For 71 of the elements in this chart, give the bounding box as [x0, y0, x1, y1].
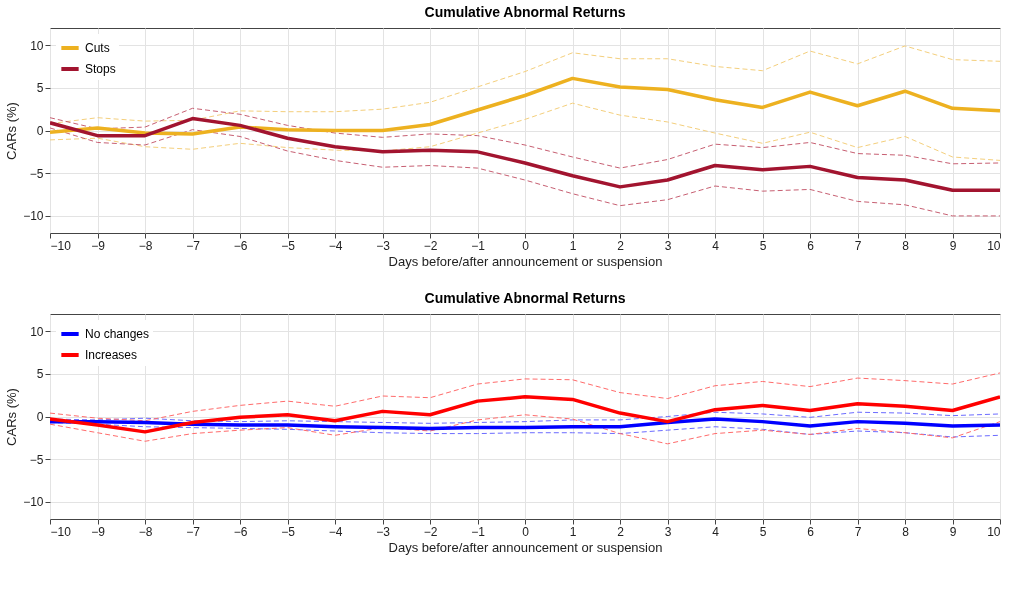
x-tick-label: −6: [233, 238, 248, 253]
y-tick-label: −10: [23, 495, 44, 510]
line-series: [50, 417, 1000, 431]
chart-title: Cumulative Abnormal Returns: [424, 4, 626, 20]
x-tick-label: 7: [854, 524, 862, 539]
x-tick-label: −7: [186, 524, 201, 539]
x-tick-label: 5: [759, 238, 767, 253]
line-series: [50, 414, 1000, 445]
x-tick-label: −3: [376, 238, 391, 253]
x-tick-label: 4: [712, 238, 720, 253]
y-axis-title: CARs (%): [4, 388, 20, 446]
legend-label: Stops: [85, 62, 116, 76]
x-tick-label: 1: [569, 524, 577, 539]
line-series: [50, 127, 1000, 217]
x-tick-label: −4: [328, 238, 343, 253]
x-tick-label: 9: [949, 524, 957, 539]
line-series: [50, 107, 1000, 169]
x-axis-title: Days before/after announcement or suspension: [388, 539, 663, 555]
chart-title: Cumulative Abnormal Returns: [424, 290, 626, 306]
x-tick-label: 2: [617, 524, 625, 539]
x-tick-label: 6: [807, 524, 815, 539]
y-tick-label: 5: [36, 367, 44, 382]
x-tick-label: −7: [186, 238, 201, 253]
legend-label: Increases: [85, 348, 138, 362]
line-series: [50, 76, 1000, 136]
legend-label: No changes: [85, 327, 150, 341]
x-tick-label: −8: [138, 524, 153, 539]
y-tick-label: −10: [23, 209, 44, 224]
line-series: [50, 116, 1000, 193]
x-tick-label: 5: [759, 524, 767, 539]
x-tick-label: 10: [987, 238, 1001, 253]
x-tick-label: −8: [138, 238, 153, 253]
x-tick-label: −5: [281, 238, 296, 253]
y-tick-label: 5: [36, 81, 44, 96]
x-tick-label: −2: [423, 238, 438, 253]
x-tick-label: 8: [902, 524, 910, 539]
x-tick-label: −3: [376, 524, 391, 539]
x-tick-label: −10: [50, 524, 72, 539]
y-tick-label: 0: [36, 124, 44, 138]
x-tick-label: 10: [987, 524, 1001, 539]
y-tick-label: −5: [29, 166, 44, 181]
x-tick-label: −5: [281, 524, 296, 539]
x-tick-label: −9: [91, 524, 106, 539]
y-tick-label: 10: [30, 324, 44, 339]
x-tick-label: −1: [471, 238, 486, 253]
x-tick-label: −4: [328, 524, 343, 539]
x-axis-title: Days before/after announcement or suspension: [388, 253, 663, 269]
y-tick-label: 0: [36, 410, 44, 424]
y-axis-title: CARs (%): [4, 102, 20, 160]
x-tick-label: 4: [712, 524, 720, 539]
x-tick-label: −10: [50, 238, 72, 253]
x-tick-label: −6: [233, 524, 248, 539]
x-tick-label: −2: [423, 524, 438, 539]
x-tick-label: 6: [807, 238, 815, 253]
x-tick-label: 0: [522, 524, 530, 539]
x-tick-label: 1: [569, 238, 577, 253]
line-series: [50, 102, 1000, 161]
x-tick-label: −1: [471, 524, 486, 539]
x-tick-label: 2: [617, 238, 625, 253]
x-tick-label: 3: [664, 238, 672, 253]
legend-label: Cuts: [85, 41, 110, 55]
line-series: [50, 395, 1000, 434]
line-series: [50, 372, 1000, 422]
x-tick-label: 3: [664, 524, 672, 539]
x-tick-label: 8: [902, 238, 910, 253]
y-tick-label: −5: [29, 452, 44, 467]
x-tick-label: 7: [854, 238, 862, 253]
x-tick-label: 9: [949, 238, 957, 253]
x-tick-label: −9: [91, 238, 106, 253]
x-tick-label: 0: [522, 238, 530, 253]
y-tick-label: 10: [30, 38, 44, 53]
